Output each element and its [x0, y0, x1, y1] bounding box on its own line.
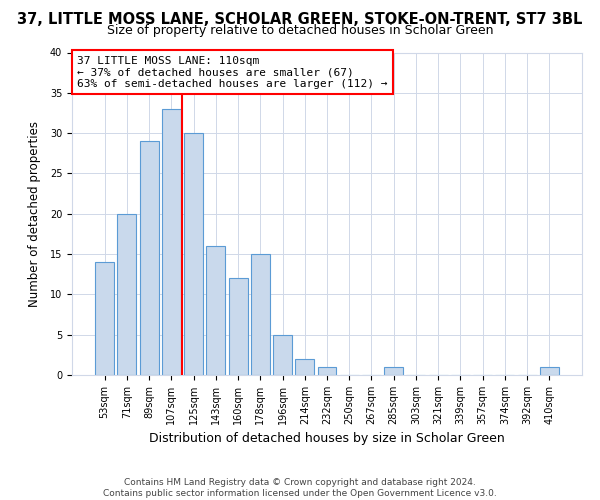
Bar [162, 109, 181, 375]
Bar [384, 367, 403, 375]
Bar [229, 278, 248, 375]
Y-axis label: Number of detached properties: Number of detached properties [28, 120, 41, 306]
Bar [184, 133, 203, 375]
Bar [95, 262, 114, 375]
X-axis label: Distribution of detached houses by size in Scholar Green: Distribution of detached houses by size … [149, 432, 505, 446]
Bar [273, 334, 292, 375]
Bar [251, 254, 270, 375]
Text: 37, LITTLE MOSS LANE, SCHOLAR GREEN, STOKE-ON-TRENT, ST7 3BL: 37, LITTLE MOSS LANE, SCHOLAR GREEN, STO… [17, 12, 583, 28]
Bar [206, 246, 225, 375]
Text: Size of property relative to detached houses in Scholar Green: Size of property relative to detached ho… [107, 24, 493, 37]
Text: Contains HM Land Registry data © Crown copyright and database right 2024.
Contai: Contains HM Land Registry data © Crown c… [103, 478, 497, 498]
Text: 37 LITTLE MOSS LANE: 110sqm
← 37% of detached houses are smaller (67)
63% of sem: 37 LITTLE MOSS LANE: 110sqm ← 37% of det… [77, 56, 388, 89]
Bar [140, 141, 158, 375]
Bar [317, 367, 337, 375]
Bar [295, 359, 314, 375]
Bar [118, 214, 136, 375]
Bar [540, 367, 559, 375]
